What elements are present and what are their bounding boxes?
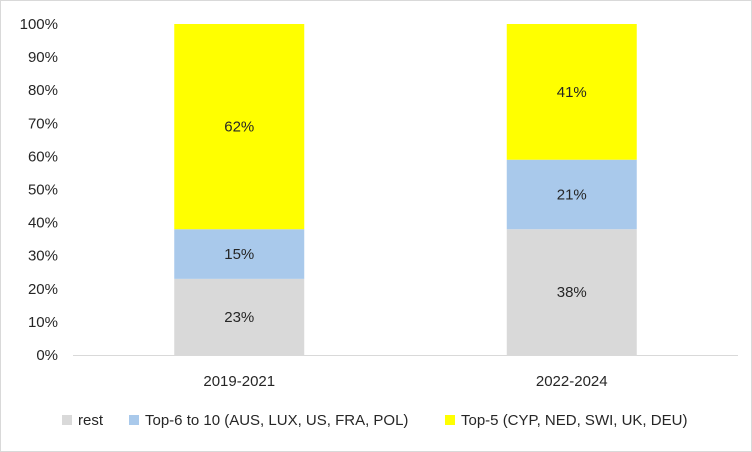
y-tick-label: 60% (28, 148, 58, 165)
legend-label: Top-5 (CYP, NED, SWI, UK, DEU) (461, 412, 687, 429)
y-axis: 0% 10% 20% 30% 40% 50% 60% 70% 80% 90% 100% (20, 16, 58, 364)
y-tick-label: 80% (28, 82, 58, 99)
legend-swatch (62, 415, 72, 425)
data-label: 21% (557, 186, 587, 203)
bar-segment (506, 24, 637, 160)
bar-segment (174, 24, 305, 230)
y-tick-label: 50% (28, 182, 58, 199)
bars: 23% 15% 62% 38% 21% 41% (174, 24, 637, 355)
y-tick-label: 20% (28, 281, 58, 298)
y-tick-label: 10% (28, 314, 58, 331)
legend-label: rest (78, 412, 104, 429)
bar-segment (174, 229, 305, 279)
category-label: 2022-2024 (536, 373, 608, 390)
y-tick-label: 0% (36, 347, 58, 364)
legend-swatch (129, 415, 139, 425)
y-tick-label: 100% (20, 16, 58, 33)
data-label: 15% (224, 246, 254, 263)
data-label: 23% (224, 309, 254, 326)
legend: rest Top-6 to 10 (AUS, LUX, US, FRA, POL)… (62, 412, 687, 429)
y-tick-label: 90% (28, 49, 58, 66)
x-axis: 2019-2021 2022-2024 (73, 355, 738, 390)
data-label: 38% (557, 284, 587, 301)
bar-segment (174, 278, 305, 355)
legend-swatch (445, 415, 455, 425)
data-label: 41% (557, 84, 587, 101)
legend-label: Top-6 to 10 (AUS, LUX, US, FRA, POL) (145, 412, 408, 429)
bar-segment (506, 229, 637, 355)
y-tick-label: 40% (28, 215, 58, 232)
y-tick-label: 30% (28, 248, 58, 265)
y-tick-label: 70% (28, 115, 58, 132)
category-label: 2019-2021 (203, 373, 275, 390)
data-label: 62% (224, 119, 254, 136)
bar-segment (506, 159, 637, 230)
